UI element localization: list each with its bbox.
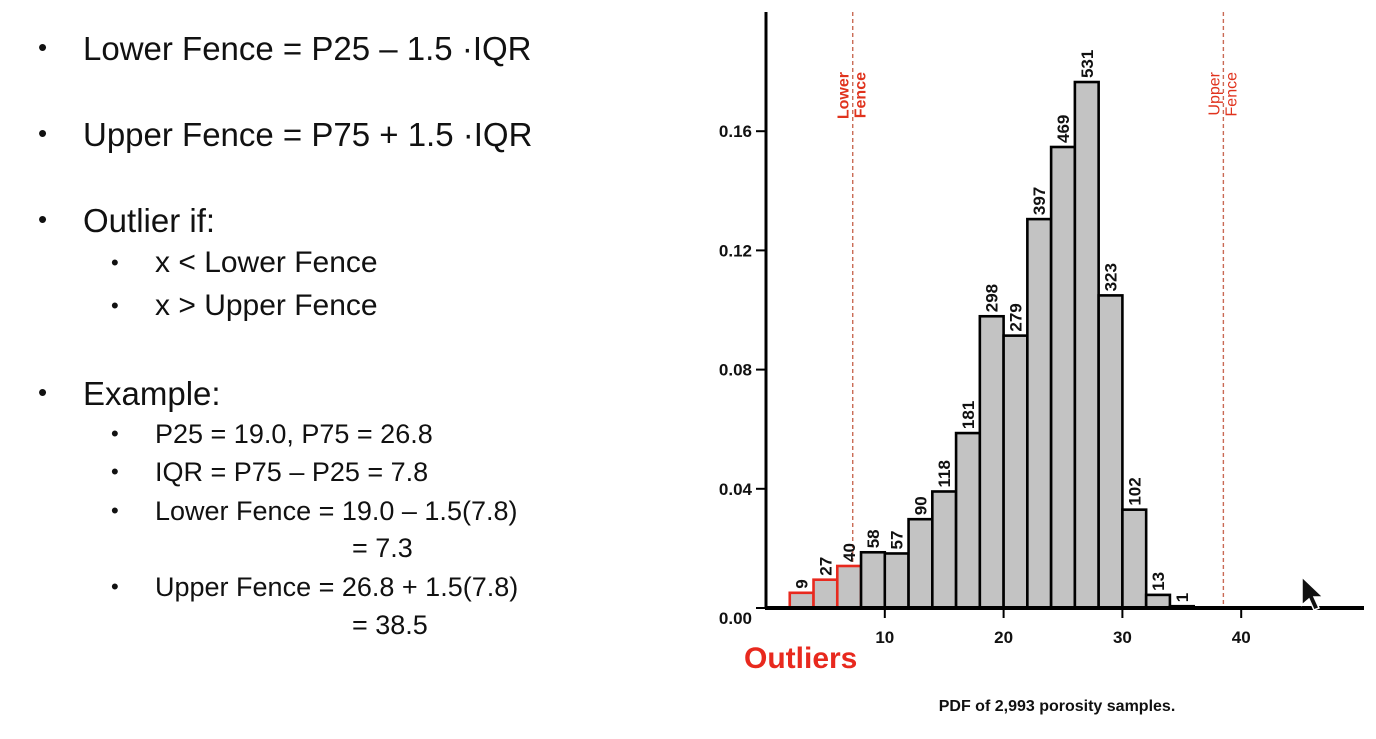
upper-fence-result: = 38.5 (352, 610, 428, 640)
histogram-bar (1026, 217, 1053, 610)
sub-bullet-lower-fence-calc: Lower Fence = 19.0 – 1.5(7.8) (155, 496, 518, 526)
bar-count-label: 181 (959, 401, 978, 429)
y-tick-label: 0.00 (719, 609, 752, 628)
histogram-bar (1097, 294, 1124, 610)
bullet-example: Example: (83, 375, 221, 412)
bullet-glyph: • (111, 574, 119, 599)
x-tick-label: 40 (1232, 628, 1251, 647)
histogram-bar (1121, 508, 1148, 610)
histogram-bar (931, 490, 958, 610)
histogram-bar (812, 578, 839, 610)
bar-count-label: 27 (816, 557, 835, 576)
y-tick-label: 0.12 (719, 241, 752, 260)
histogram-bar (954, 431, 982, 610)
bullet-lower-fence-formula: Lower Fence = P25 – 1.5 ·IQR (83, 30, 532, 67)
bar-count-label: 531 (1078, 50, 1097, 78)
bar-count-label: 1 (1173, 593, 1192, 602)
histogram-bar (835, 564, 863, 610)
bullet-glyph: • (38, 118, 48, 148)
histogram-bar (883, 552, 910, 610)
bar-count-label: 118 (935, 460, 954, 487)
bar-count-label: 298 (983, 284, 1002, 312)
sub-bullet-below-lower: x < Lower Fence (155, 246, 378, 279)
bullet-list: • Lower Fence = P25 – 1.5 ·IQR • Upper F… (0, 0, 660, 739)
bullet-glyph: • (38, 204, 48, 234)
bar-count-label: 9 (793, 579, 812, 588)
x-tick-label: 20 (994, 628, 1013, 647)
bar-count-label: 90 (911, 496, 930, 515)
outliers-label: Outliers (744, 642, 857, 675)
histogram-bar (1002, 334, 1029, 610)
bar-count-label: 279 (1006, 303, 1025, 331)
fence-label-line: Lower (836, 72, 853, 119)
lower-fence-result: = 7.3 (352, 533, 413, 563)
bullet-upper-fence-formula: Upper Fence = P75 + 1.5 ·IQR (83, 116, 533, 153)
sub-bullet-above-upper: x > Upper Fence (155, 289, 378, 322)
y-tick-label: 0.04 (719, 480, 753, 499)
bar-count-label: 469 (1054, 115, 1073, 143)
bar-count-label: 40 (840, 543, 859, 562)
bullet-glyph: • (111, 459, 119, 484)
fence-label-line: Fence (853, 72, 870, 118)
bullet-outlier-if: Outlier if: (83, 202, 216, 239)
fence-label-line: Fence (1223, 72, 1240, 117)
bar-count-label: 323 (1102, 263, 1121, 291)
bullet-glyph: • (38, 32, 48, 62)
fence-layer: LowerFence UpperFence (836, 12, 1240, 608)
bullet-glyph: • (111, 421, 119, 446)
fence-label-line: Upper (1206, 71, 1223, 115)
histogram-bar (907, 517, 934, 610)
histogram-bar (859, 550, 887, 610)
mouse-pointer-icon (1301, 575, 1325, 611)
fence-label: UpperFence (1206, 71, 1240, 116)
sub-bullet-iqr: IQR = P75 – P25 = 7.8 (155, 457, 429, 487)
histogram-bar (788, 591, 815, 610)
y-tick-label: 0.08 (719, 361, 752, 380)
histogram-bar (1073, 80, 1100, 610)
chart-caption: PDF of 2,993 porosity samples. (939, 698, 1176, 715)
sub-bullet-percentiles: P25 = 19.0, P75 = 26.8 (155, 419, 433, 449)
bar-count-label: 58 (864, 529, 883, 548)
bar-count-label: 13 (1149, 572, 1168, 591)
fence-label: LowerFence (836, 72, 870, 119)
x-tick-label: 10 (875, 628, 894, 647)
x-tick-label: 30 (1113, 628, 1132, 647)
bullet-glyph: • (111, 293, 119, 318)
bar-count-label: 102 (1125, 477, 1144, 505)
bar-count-label: 397 (1030, 187, 1049, 215)
bullet-glyph: • (111, 498, 119, 523)
bullet-glyph: • (111, 250, 119, 275)
y-tick-label: 0.16 (719, 122, 752, 141)
histogram-bar (978, 314, 1005, 610)
bullet-glyph: • (38, 377, 48, 407)
bar-count-label: 57 (888, 531, 907, 550)
axes-layer: 0.00 0.04 0.08 0.12 0.16 10 20 30 40 (719, 12, 1364, 647)
sub-bullet-upper-fence-calc: Upper Fence = 26.8 + 1.5(7.8) (155, 572, 519, 602)
histogram-bar (1049, 145, 1077, 610)
